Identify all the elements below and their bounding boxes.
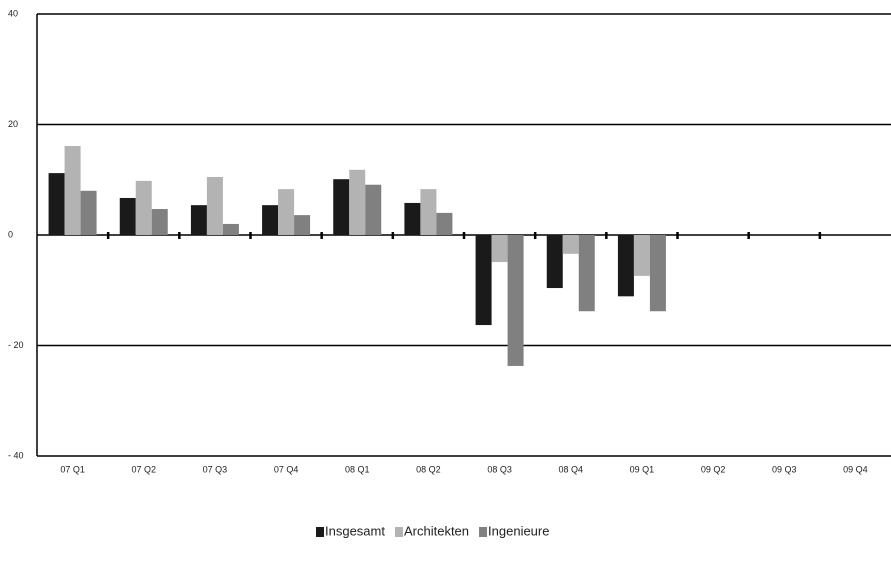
bar <box>80 190 97 235</box>
y-tick-label: 20 <box>8 119 18 129</box>
bar <box>333 179 350 235</box>
x-tick-label: 08 Q2 <box>416 464 441 474</box>
bar <box>190 205 207 235</box>
bar <box>64 146 81 235</box>
y-tick-label: 0 <box>8 229 13 239</box>
bar <box>475 235 492 326</box>
bar <box>349 169 366 235</box>
x-tick-label: 08 Q4 <box>558 464 583 474</box>
bar <box>436 212 453 235</box>
bar <box>119 197 136 235</box>
bar <box>649 235 666 312</box>
x-tick-label: 09 Q3 <box>772 464 797 474</box>
legend-swatch <box>394 527 403 537</box>
bar <box>404 202 421 235</box>
legend-label: Ingenieure <box>488 523 549 538</box>
legend-label: Insgesamt <box>325 523 385 538</box>
x-tick-label: 09 Q4 <box>843 464 868 474</box>
x-tick-label: 08 Q3 <box>487 464 512 474</box>
bar <box>617 235 634 297</box>
bar <box>206 176 223 235</box>
legend-swatch <box>479 527 488 537</box>
bar <box>365 184 382 235</box>
x-tick-label: 07 Q2 <box>131 464 156 474</box>
x-tick-label: 07 Q3 <box>203 464 228 474</box>
bar <box>48 173 65 235</box>
bar <box>546 235 563 289</box>
y-tick-label: 40 <box>8 8 18 18</box>
x-tick-label: 08 Q1 <box>345 464 370 474</box>
bar <box>562 235 579 254</box>
x-tick-label: 07 Q4 <box>274 464 299 474</box>
bar <box>578 235 595 312</box>
bar <box>294 215 311 235</box>
x-tick-label: 07 Q1 <box>60 464 85 474</box>
bar <box>151 209 168 235</box>
bar <box>278 189 295 235</box>
bar <box>262 205 279 235</box>
x-tick-label: 09 Q2 <box>701 464 726 474</box>
bar <box>135 180 152 235</box>
y-tick-label: - 20 <box>8 340 24 350</box>
legend-swatch <box>316 527 324 537</box>
bar <box>420 189 437 235</box>
bar <box>222 223 239 235</box>
bar <box>491 235 508 263</box>
bar <box>633 235 650 276</box>
y-tick-label: - 40 <box>8 450 24 460</box>
legend-label: Architekten <box>404 523 469 538</box>
x-tick-label: 09 Q1 <box>630 464 655 474</box>
bar <box>507 235 524 366</box>
